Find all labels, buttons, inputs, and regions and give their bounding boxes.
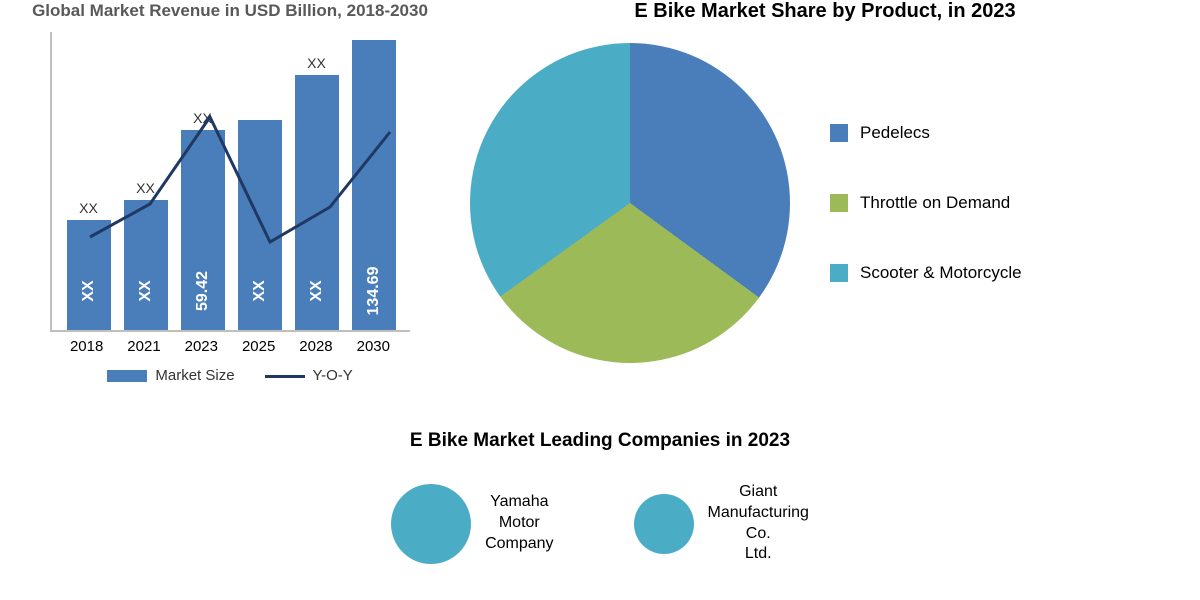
pie-chart-title: E Bike Market Share by Product, in 2023 [470, 0, 1180, 23]
bar-chart-section: Global Market Revenue in USD Billion, 20… [20, 0, 440, 420]
bar: 134.69 [352, 40, 396, 330]
yoy-label: Y-O-Y [312, 367, 352, 384]
pie-row: Pedelecs Throttle on Demand Scooter & Moto… [470, 43, 1022, 363]
pie-legend: Pedelecs Throttle on Demand Scooter & Moto… [830, 123, 1022, 283]
company-bubble [391, 484, 471, 564]
bar-wrap: 134.69 [351, 40, 397, 330]
bar-value-label: 134.69 [365, 267, 383, 316]
bar-chart-legend: Market Size Y-O-Y [107, 367, 353, 384]
x-label: 2021 [121, 338, 167, 355]
bar: XXXX [124, 200, 168, 330]
bar: 59.42XX [181, 130, 225, 330]
bar-chart-plot: XXXXXXXX59.42XXXXXXXX134.69 [50, 32, 410, 332]
pie-legend-item: Scooter & Motorcycle [830, 263, 1022, 283]
pie-chart [470, 43, 790, 363]
infographic-container: Global Market Revenue in USD Billion, 20… [0, 0, 1200, 600]
pie-legend-label: Scooter & Motorcycle [860, 263, 1022, 283]
x-label: 2030 [350, 338, 396, 355]
bar-wrap: XXXX [294, 75, 340, 330]
bars-container: XXXXXXXX59.42XXXXXXXX134.69 [52, 32, 410, 330]
bar-value-label: XX [251, 280, 269, 301]
company-label: GiantManufacturingCo.Ltd. [708, 482, 809, 565]
pie-legend-swatch [830, 194, 848, 212]
bar-value-label: 59.42 [194, 271, 212, 311]
bar: XXXX [67, 220, 111, 330]
x-label: 2025 [236, 338, 282, 355]
bar-value-label: XX [137, 280, 155, 301]
x-label: 2028 [293, 338, 339, 355]
bar-value-label: XX [80, 280, 98, 301]
market-size-label: Market Size [155, 367, 234, 384]
company-bubble [634, 494, 694, 554]
yoy-swatch [265, 375, 305, 378]
bar: XX [238, 120, 282, 330]
x-axis-labels: 2018 2021 2023 2025 2028 2030 [50, 338, 410, 355]
bar-top-label: XX [136, 180, 155, 196]
bar-value-label: XX [308, 280, 326, 301]
bar-wrap: 59.42XX [180, 130, 226, 330]
bar-wrap: XX [237, 120, 283, 330]
pie-legend-item: Throttle on Demand [830, 193, 1022, 213]
bubbles-container: YamahaMotorCompany GiantManufacturingCo.L… [391, 482, 809, 565]
company-bubble-item: YamahaMotorCompany [391, 484, 553, 564]
pie-chart-section: E Bike Market Share by Product, in 2023 … [440, 0, 1180, 420]
pie-legend-label: Pedelecs [860, 123, 930, 143]
bar-top-label: XX [79, 200, 98, 216]
bar-chart-title: Global Market Revenue in USD Billion, 20… [32, 0, 428, 22]
bar-wrap: XXXX [123, 200, 169, 330]
x-label: 2023 [178, 338, 224, 355]
x-label: 2018 [64, 338, 110, 355]
companies-section: E Bike Market Leading Companies in 2023 … [20, 430, 1180, 565]
pie-legend-item: Pedelecs [830, 123, 1022, 143]
bar: XXXX [295, 75, 339, 330]
pie-legend-swatch [830, 264, 848, 282]
bar-wrap: XXXX [66, 220, 112, 330]
bar-top-label: XX [307, 55, 326, 71]
legend-item-yoy: Y-O-Y [265, 367, 353, 384]
pie-legend-label: Throttle on Demand [860, 193, 1010, 213]
market-size-swatch [107, 370, 147, 382]
company-bubble-item: GiantManufacturingCo.Ltd. [634, 482, 809, 565]
legend-item-market-size: Market Size [107, 367, 234, 384]
top-row: Global Market Revenue in USD Billion, 20… [20, 0, 1180, 420]
companies-title: E Bike Market Leading Companies in 2023 [410, 430, 790, 452]
company-label: YamahaMotorCompany [485, 492, 553, 554]
pie-legend-swatch [830, 124, 848, 142]
bar-top-label: XX [193, 110, 212, 126]
